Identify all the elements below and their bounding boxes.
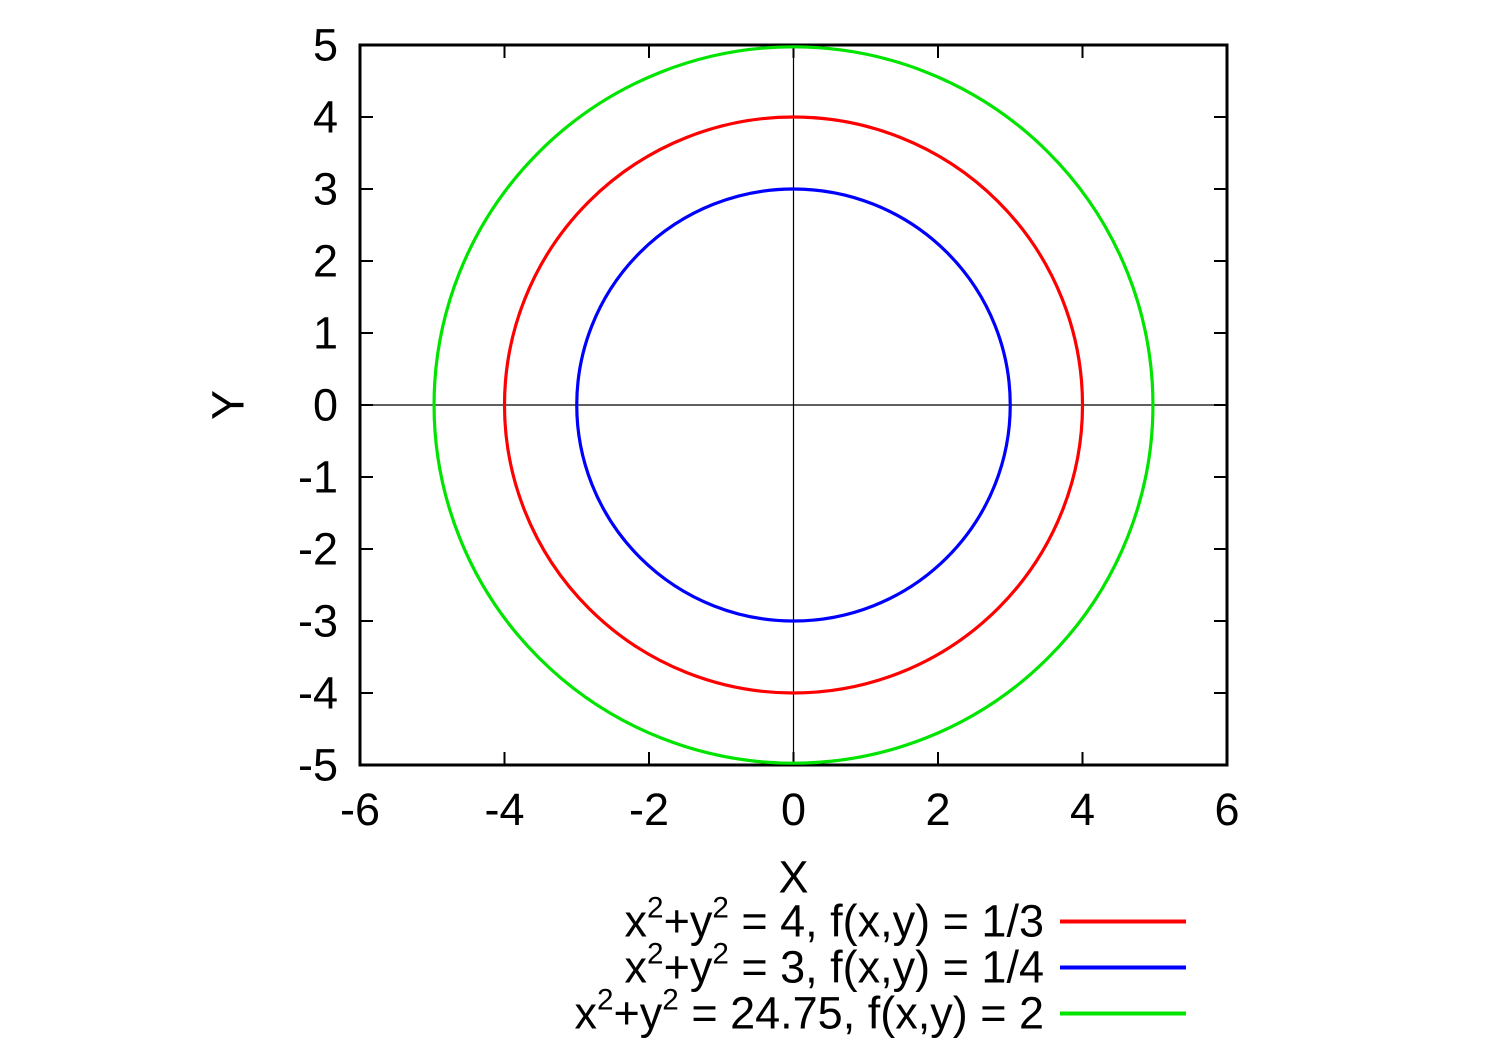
legend-line-sample — [1060, 1011, 1186, 1015]
y-tick-label: 2 — [312, 235, 338, 287]
legend-label: x2+y2 = 24.75, f(x,y) = 2 — [574, 983, 1045, 1039]
x-tick-label: 2 — [925, 784, 951, 835]
legend-label: x2+y2 = 3, f(x,y) = 1/4 — [624, 937, 1044, 993]
x-tick-label: 4 — [1069, 784, 1096, 835]
y-tick-label: -5 — [297, 739, 338, 791]
y-tick-label: 3 — [312, 163, 338, 215]
legend-row: x2+y2 = 4, f(x,y) = 1/3 — [624, 891, 1186, 947]
y-tick-label: -3 — [297, 595, 338, 647]
y-tick-label: 0 — [312, 379, 338, 431]
x-tick-label: 0 — [780, 784, 807, 835]
y-tick-label: 5 — [312, 19, 338, 71]
y-tick-label: -4 — [297, 667, 338, 719]
legend-line-sample — [1060, 965, 1186, 969]
x-tick-label: 6 — [1214, 784, 1240, 835]
y-tick-label: -1 — [297, 451, 338, 503]
legend-line-sample — [1060, 919, 1186, 923]
legend-row: x2+y2 = 3, f(x,y) = 1/4 — [624, 937, 1186, 993]
series-circle-1 — [575, 187, 1012, 623]
series-circle-0 — [502, 115, 1085, 695]
x-tick-label: -2 — [628, 784, 670, 835]
y-tick-label: 1 — [312, 307, 338, 359]
series-circle-2 — [432, 45, 1155, 765]
x-tick-label: -4 — [484, 784, 525, 835]
y-tick-label: -2 — [297, 523, 338, 575]
y-tick-label: 4 — [312, 91, 338, 143]
x-tick-label: -6 — [339, 784, 381, 835]
x-axis-label: X — [778, 851, 809, 903]
y-axis-label: Y — [202, 389, 254, 421]
legend-row: x2+y2 = 24.75, f(x,y) = 2 — [574, 983, 1186, 1039]
legend-label: x2+y2 = 4, f(x,y) = 1/3 — [624, 891, 1044, 947]
